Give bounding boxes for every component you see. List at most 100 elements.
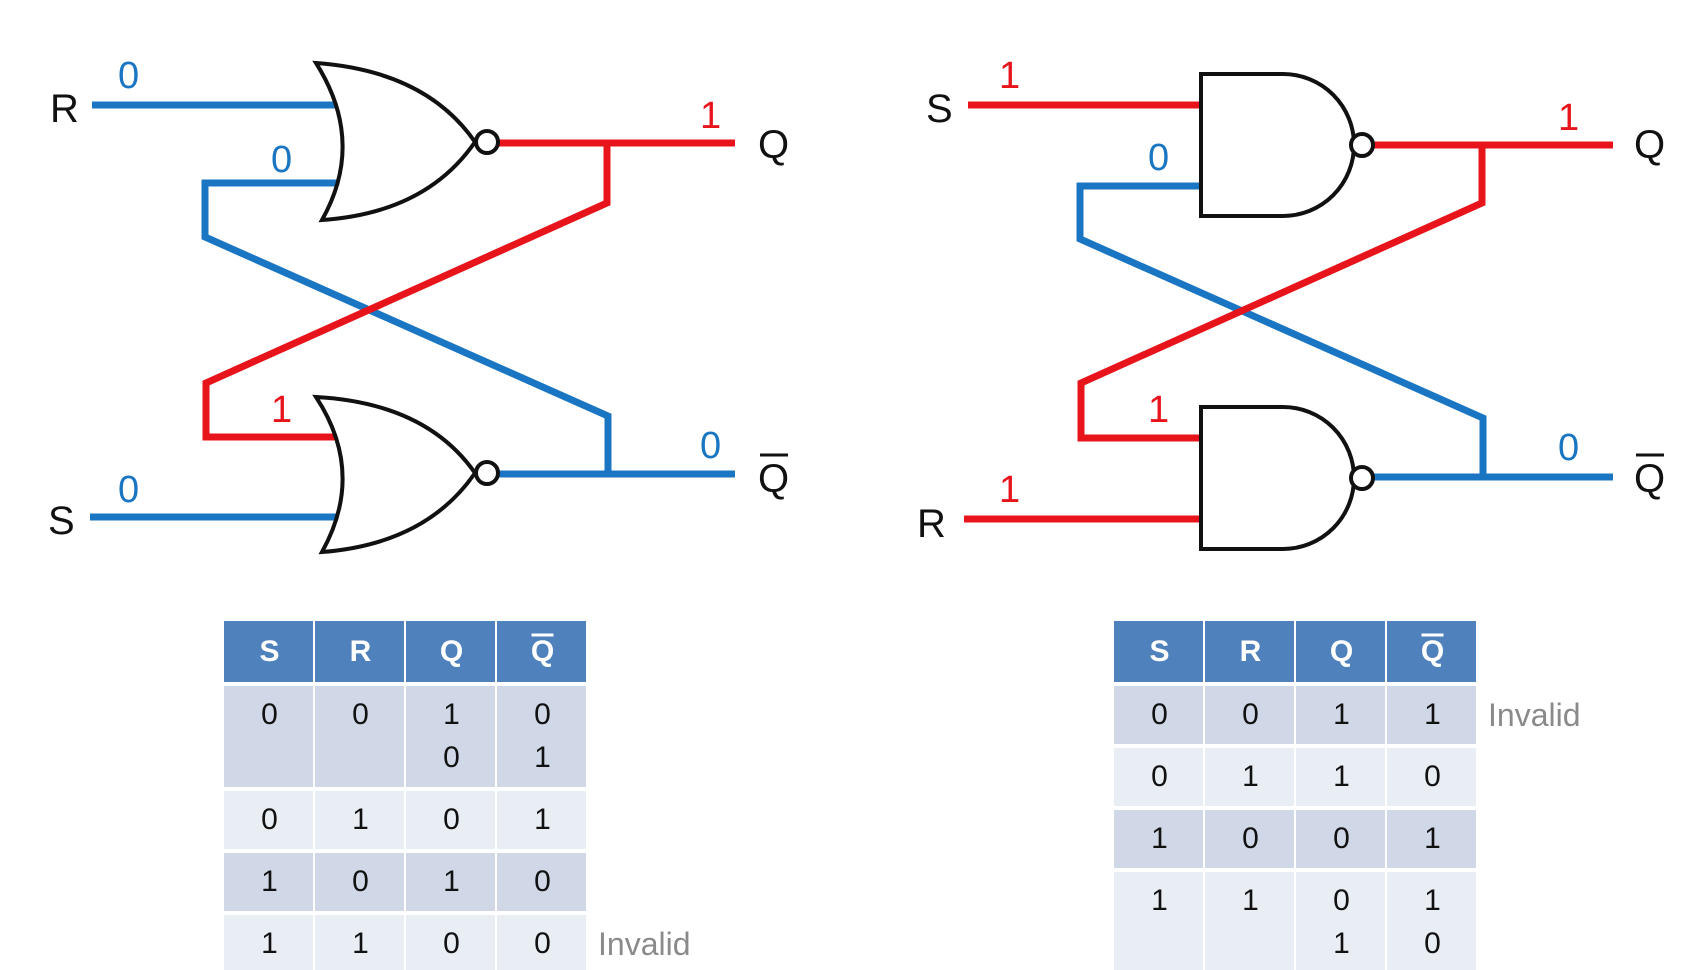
table-cell-value: 1 xyxy=(534,803,551,836)
table-cell-value: 1 xyxy=(443,698,460,731)
table-cell xyxy=(1114,810,1203,868)
pin-label-r: R xyxy=(50,87,79,131)
table-cell xyxy=(315,915,404,970)
table-cell xyxy=(406,915,495,970)
table-cell-value: 1 xyxy=(352,927,369,960)
table-cell xyxy=(1205,748,1294,806)
table-header-cell xyxy=(1205,621,1294,682)
table-header-label: R xyxy=(350,635,372,668)
pin-label-r: R xyxy=(917,502,946,546)
table-cell-value: 0 xyxy=(352,698,369,731)
value-q: 1 xyxy=(700,95,721,137)
table-cell-value: 0 xyxy=(534,927,551,960)
table-cell xyxy=(1114,686,1203,744)
table-cell-value: 0 xyxy=(1151,760,1168,793)
table-cell xyxy=(224,791,313,849)
table-cell-value: 0 xyxy=(261,803,278,836)
table-cell xyxy=(1296,748,1385,806)
table-cell xyxy=(224,686,313,787)
table-header-cell xyxy=(497,621,586,682)
table-cell-value: 1 xyxy=(261,865,278,898)
table-cell xyxy=(1205,810,1294,868)
table-cell-value: 0 xyxy=(1242,698,1259,731)
table-cell-value: 1 xyxy=(1333,698,1350,731)
table-cell-value: 1 xyxy=(352,803,369,836)
table-cell-value: 0 xyxy=(1151,698,1168,731)
value-bottom-feedback: 1 xyxy=(271,389,292,431)
value-r: 1 xyxy=(999,469,1020,511)
value-q: 1 xyxy=(1558,97,1579,139)
pin-label-q: Q xyxy=(758,123,789,167)
table-cell xyxy=(1387,872,1476,970)
table-header-label: Q xyxy=(1421,635,1444,668)
nand-gate-bottom-bubble xyxy=(1349,465,1375,491)
table-cell xyxy=(406,791,495,849)
table-cell xyxy=(1296,872,1385,970)
table-cell xyxy=(406,686,495,787)
nand-truth-table: S R Q Q 0 0 1 1 Invalid 0 1 1 0 1 0 0 1 1 1 0 1 1 0 xyxy=(1114,621,1581,970)
table-cell-value: 0 xyxy=(1424,760,1441,793)
table-cell xyxy=(315,791,404,849)
nor-latch-circuit: R S Q Q 0 0 1 1 0 0 xyxy=(48,55,789,555)
table-cell-value: 0 xyxy=(352,865,369,898)
pin-label-s: S xyxy=(926,87,953,131)
table-cell xyxy=(497,791,586,849)
pin-label-qbar: Q xyxy=(758,457,789,501)
table-header-label: R xyxy=(1240,635,1262,668)
wire-top-feedback-input xyxy=(201,179,612,474)
pin-label-q: Q xyxy=(1634,123,1665,167)
table-cell-value: 1 xyxy=(443,865,460,898)
table-cell-value: 1 xyxy=(1424,698,1441,731)
value-top-feedback: 0 xyxy=(271,139,292,181)
table-header-label: S xyxy=(259,635,279,668)
value-s: 0 xyxy=(118,469,139,511)
table-cell-value: 1 xyxy=(1151,822,1168,855)
table-cell-value: 0 xyxy=(1424,927,1441,960)
table-cell xyxy=(1387,748,1476,806)
table-header-label: Q xyxy=(1330,635,1353,668)
table-cell xyxy=(406,853,495,911)
table-cell-value: 1 xyxy=(1242,760,1259,793)
nand-gate-top xyxy=(1199,72,1356,218)
table-cell xyxy=(1387,686,1476,744)
wire-q-feedback xyxy=(1077,145,1486,442)
value-qbar: 0 xyxy=(1558,427,1579,469)
nand-gate-top-bubble xyxy=(1349,132,1375,158)
table-cell xyxy=(315,686,404,787)
wire-q-feedback xyxy=(202,143,611,441)
table-cell xyxy=(1296,686,1385,744)
table-cell-value: 0 xyxy=(443,927,460,960)
table-header-cell xyxy=(1387,621,1476,682)
table-header-cell xyxy=(406,621,495,682)
value-bottom-feedback: 1 xyxy=(1148,389,1169,431)
table-header-label: S xyxy=(1149,635,1169,668)
nand-latch-circuit: S R Q Q 1 0 1 1 1 0 xyxy=(917,55,1665,551)
pin-label-qbar: Q xyxy=(1634,457,1665,501)
table-cell-value: 0 xyxy=(534,865,551,898)
table-cell-value: 0 xyxy=(534,698,551,731)
table-header-cell xyxy=(1296,621,1385,682)
nor-gate-bottom-bubble xyxy=(474,460,500,486)
table-cell-value: 1 xyxy=(1333,760,1350,793)
value-r: 0 xyxy=(118,55,139,97)
table-cell xyxy=(1114,872,1203,970)
table-header-label: Q xyxy=(531,635,554,668)
table-cell xyxy=(497,686,586,787)
table-cell-value: 0 xyxy=(261,698,278,731)
row-note: Invalid xyxy=(598,926,691,962)
table-cell xyxy=(1205,872,1294,970)
table-cell xyxy=(224,853,313,911)
nor-gate-top xyxy=(312,60,478,223)
table-cell-value: 1 xyxy=(1424,822,1441,855)
table-cell-value: 1 xyxy=(534,741,551,774)
table-cell xyxy=(315,853,404,911)
table-cell-value: 1 xyxy=(1151,884,1168,917)
table-cell xyxy=(497,853,586,911)
nor-gate-top-bubble xyxy=(474,129,500,155)
value-s: 1 xyxy=(999,55,1020,97)
table-header-label: Q xyxy=(440,635,463,668)
table-cell-value: 0 xyxy=(443,803,460,836)
table-cell xyxy=(1114,748,1203,806)
wire-top-feedback-input xyxy=(1076,182,1487,476)
table-cell xyxy=(497,915,586,970)
